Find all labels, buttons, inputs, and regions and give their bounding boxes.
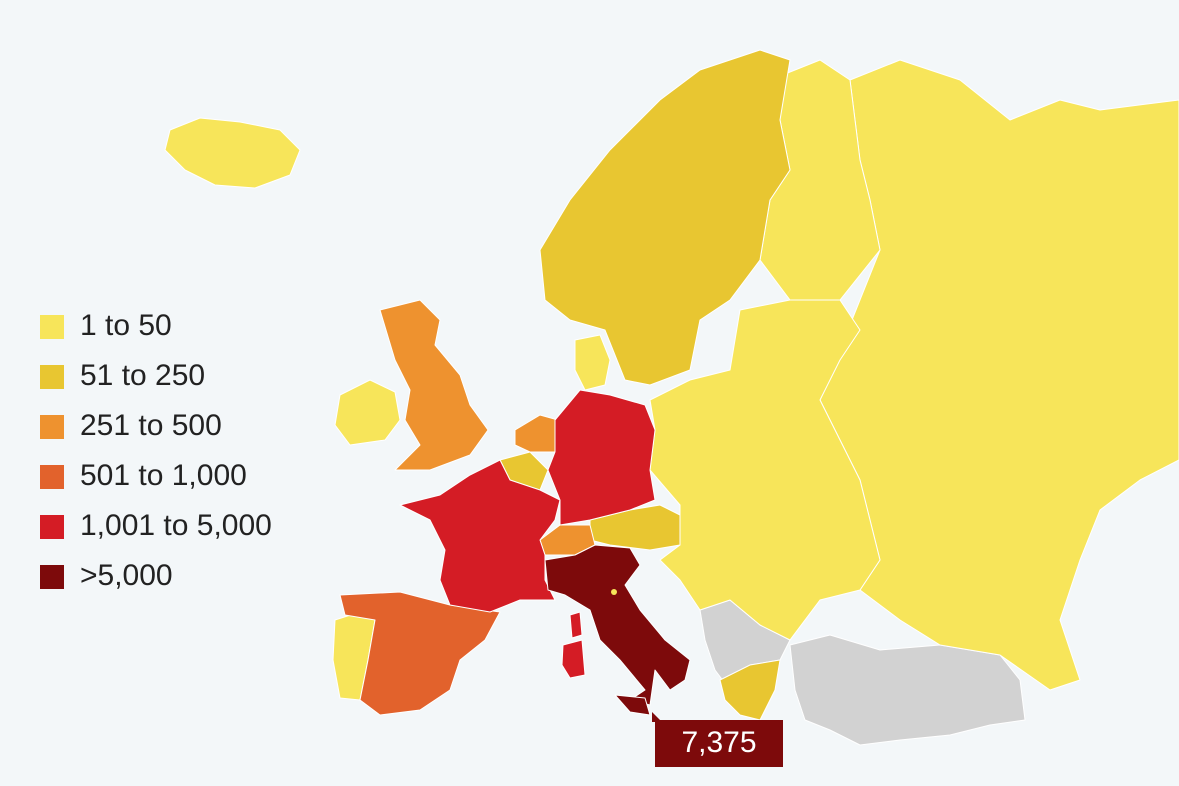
callout-box: [655, 720, 783, 767]
denmark: [574, 334, 611, 391]
corsica: [569, 611, 583, 639]
legend-swatch: [40, 565, 64, 589]
legend-label: 251 to 500: [80, 409, 222, 442]
iceland: [164, 117, 301, 189]
france: [399, 459, 561, 613]
legend-swatch: [40, 515, 64, 539]
uk: [379, 299, 489, 471]
norway-sweden: [539, 49, 791, 386]
legend-swatch: [40, 315, 64, 339]
legend-label: 51 to 250: [80, 359, 205, 392]
ireland: [334, 379, 401, 446]
sicily: [614, 694, 651, 716]
callout: 7,375: [652, 712, 783, 767]
countries: [164, 49, 1179, 746]
austria: [589, 504, 681, 551]
callout-pointer: [652, 712, 662, 722]
san-marino: [611, 589, 617, 595]
legend-label: 1 to 50: [80, 309, 172, 342]
legend-swatch: [40, 415, 64, 439]
legend-swatch: [40, 465, 64, 489]
legend-label: 1,001 to 5,000: [80, 509, 272, 542]
germany: [547, 389, 656, 526]
legend-swatch: [40, 365, 64, 389]
callout-label: 7,375: [681, 726, 756, 759]
italy: [544, 544, 691, 706]
legend: 1 to 50 51 to 250 251 to 500 501 to 1,000 1,…: [40, 309, 272, 592]
turkey-no-data: [789, 634, 1026, 746]
legend-label: >5,000: [80, 559, 173, 592]
sardinia: [561, 639, 586, 679]
legend-label: 501 to 1,000: [80, 459, 247, 492]
greece: [719, 659, 781, 721]
